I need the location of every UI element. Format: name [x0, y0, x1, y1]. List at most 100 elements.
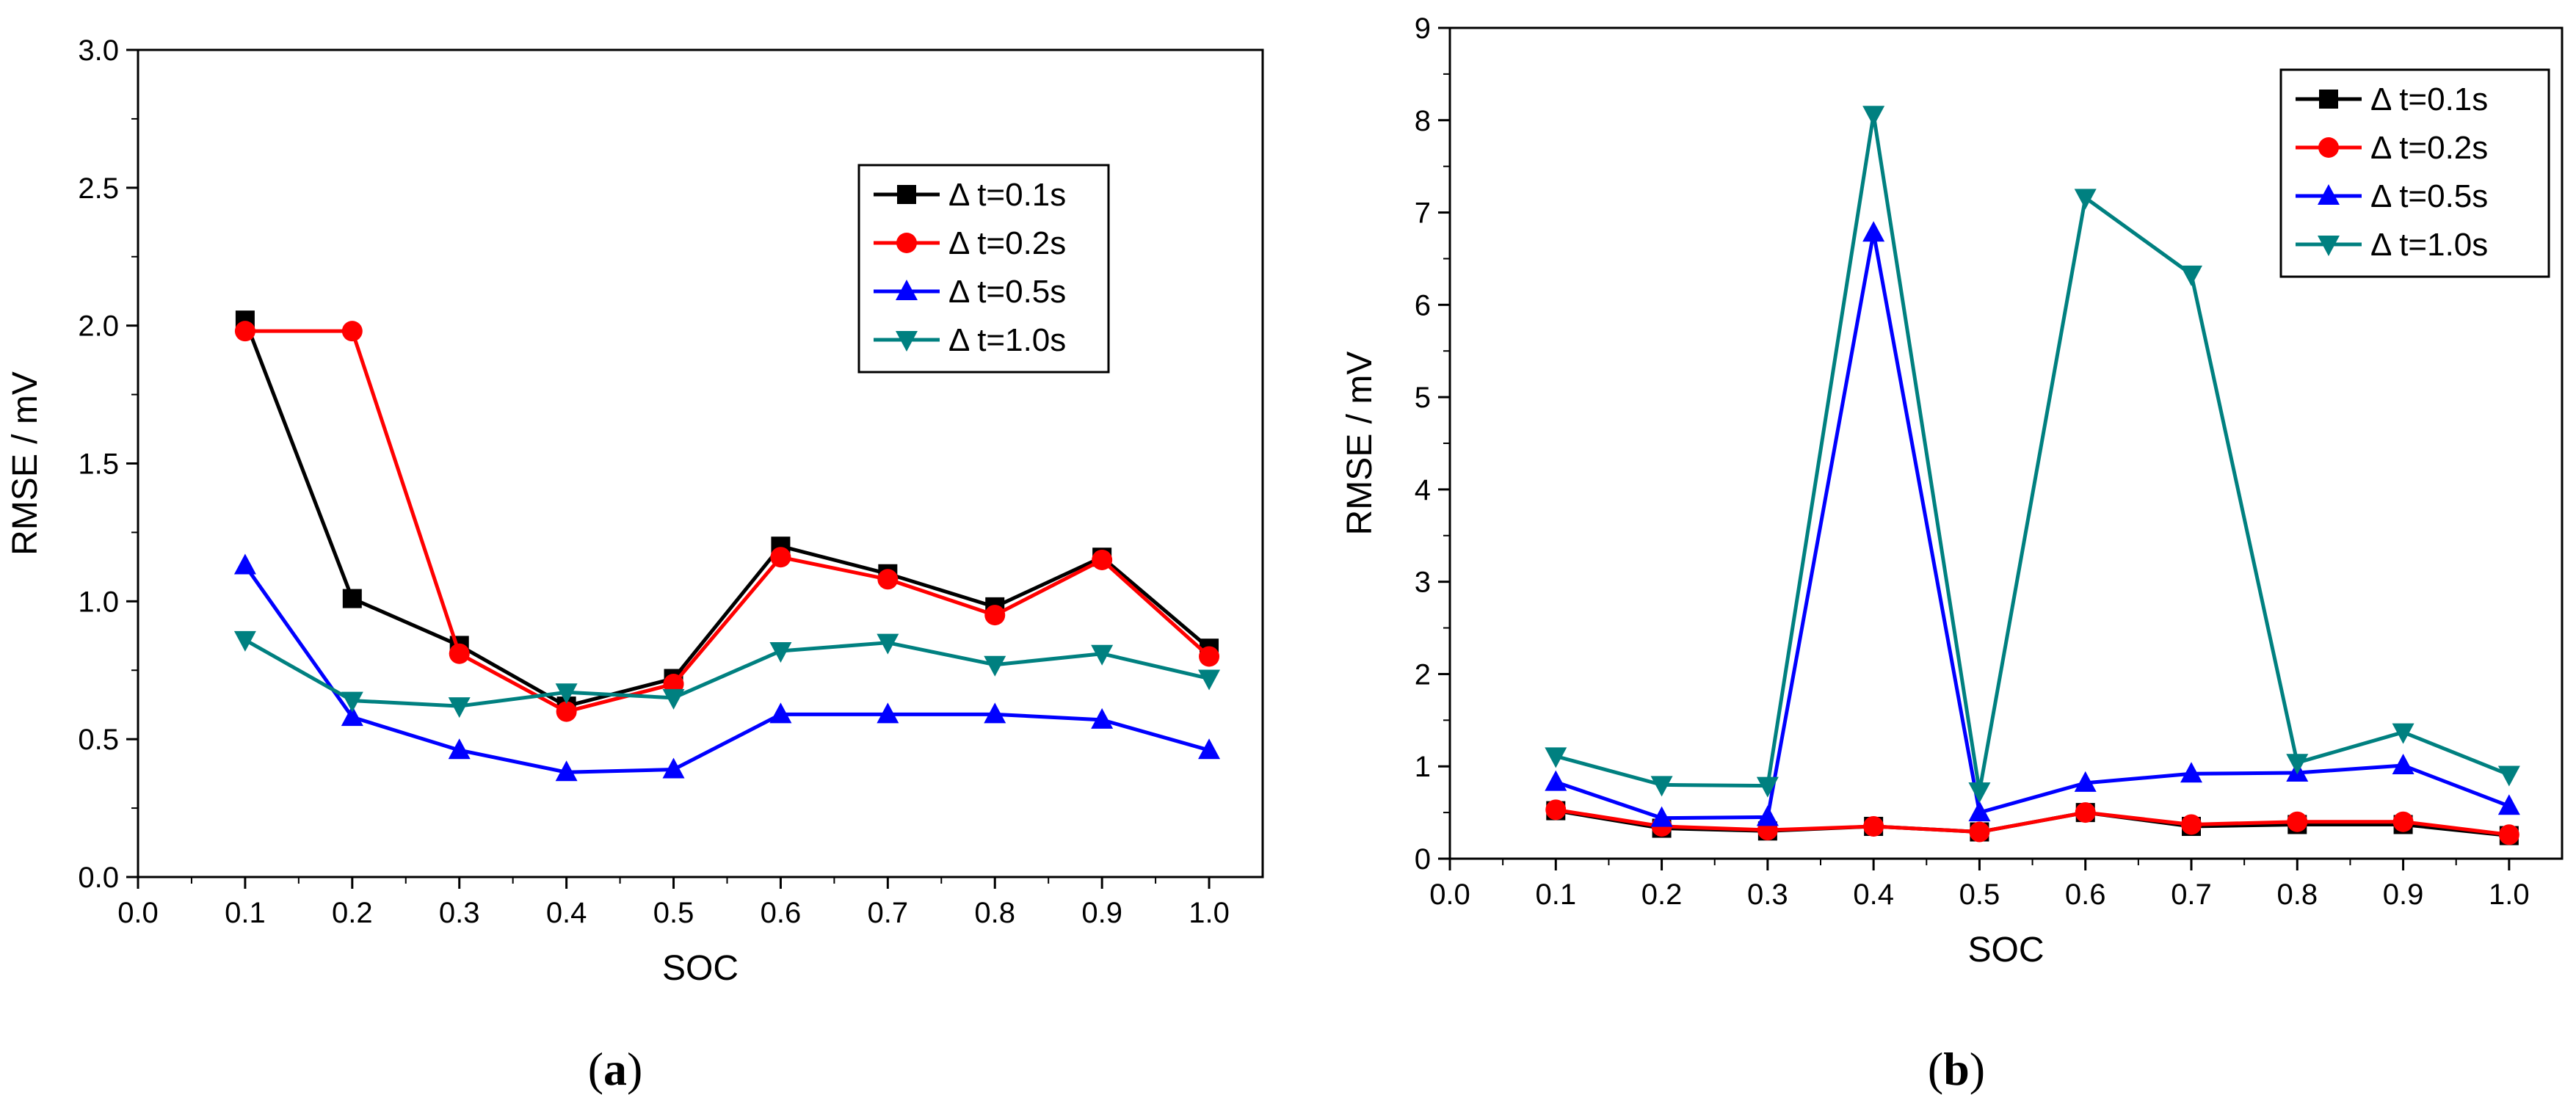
data-point-series-2	[1969, 821, 1990, 843]
data-point-series-3	[1650, 806, 1673, 827]
legend-entry-1: Δ t=0.1s	[948, 177, 1066, 213]
x-tick-label: 0.6	[761, 897, 802, 929]
data-point-series-4	[769, 641, 792, 663]
data-point-series-4	[341, 691, 363, 713]
x-tick-label: 0.3	[1747, 878, 1788, 911]
data-point-series-4	[1091, 644, 1114, 666]
legend-entry-3: Δ t=0.5s	[948, 274, 1066, 310]
data-point-series-4	[1862, 106, 1885, 127]
legend-swatch-marker-1	[2319, 90, 2338, 109]
y-tick-label: 7	[1415, 197, 1431, 230]
data-point-series-3	[2497, 794, 2520, 815]
data-point-series-3	[1756, 805, 1779, 826]
x-tick-label: 1.0	[1189, 897, 1230, 929]
data-point-series-4	[2392, 723, 2414, 744]
x-tick-label: 0.3	[439, 897, 480, 929]
data-point-series-1	[342, 589, 362, 608]
data-point-series-2	[2287, 811, 2308, 832]
data-point-series-3	[1968, 801, 1991, 822]
legend-entry-4: Δ t=1.0s	[2370, 227, 2488, 263]
data-point-series-4	[1650, 776, 1673, 797]
data-point-series-4	[555, 683, 578, 705]
x-tick-label: 0.1	[225, 897, 266, 929]
panel-a: 0.0 0.1 0.2 0.3 0.4 0.5 0.6 0.7 0.8 0.9 1.0 0.0 0.5 1…	[6, 34, 1264, 1095]
y-tick-label: 2	[1415, 658, 1431, 691]
data-point-series-2	[2075, 802, 2096, 823]
panel-label: (b)	[1928, 1043, 1985, 1095]
legend-entry-2: Δ t=0.2s	[2370, 130, 2488, 166]
data-point-series-3	[2180, 762, 2202, 783]
y-tick-label: 2.0	[78, 310, 119, 343]
data-point-series-4	[448, 697, 471, 719]
data-point-series-4	[1198, 669, 1221, 691]
x-tick-label: 0.4	[546, 897, 587, 929]
y-tick-label: 5	[1415, 382, 1431, 414]
y-tick-label: 2.5	[78, 172, 119, 205]
x-tick-label: 0.7	[868, 897, 909, 929]
data-point-series-3	[2392, 753, 2414, 774]
data-point-series-2	[234, 321, 255, 342]
series-line-2	[1555, 807, 2510, 837]
data-point-series-3	[1198, 738, 1221, 760]
data-point-series-3	[1862, 221, 1885, 242]
data-point-series-3	[448, 738, 471, 760]
data-point-series-3	[984, 702, 1006, 724]
x-tick-label: 1.0	[2489, 878, 2530, 911]
x-tick-label: 0.0	[1429, 878, 1470, 911]
panel-letter: a	[603, 1043, 627, 1095]
data-point-series-2	[877, 569, 899, 590]
data-point-series-2	[770, 547, 791, 568]
series-line-3	[243, 564, 1210, 774]
x-tick-label: 0.4	[1853, 878, 1894, 911]
series-line-4	[1555, 112, 2510, 793]
y-tick-label: 1	[1415, 751, 1431, 783]
legend-entry-1: Δ t=0.1s	[2370, 81, 2488, 117]
panel-letter: b	[1943, 1043, 1970, 1095]
y-tick-label: 1.5	[78, 448, 119, 481]
legend-entry-4: Δ t=1.0s	[948, 322, 1066, 358]
x-tick-label: 0.2	[1641, 878, 1683, 911]
x-tick-label: 0.7	[2171, 878, 2212, 911]
y-tick-label: 4	[1415, 474, 1431, 506]
data-point-series-4	[2286, 754, 2309, 775]
data-point-series-4	[662, 688, 685, 710]
series-line-2	[244, 329, 1211, 714]
data-point-series-4	[1545, 747, 1567, 768]
x-axis-title: SOC	[662, 949, 739, 988]
y-tick-label: 1.0	[78, 586, 119, 618]
legend-entry-3: Δ t=0.5s	[2370, 178, 2488, 214]
data-point-series-4	[1968, 782, 1991, 804]
x-tick-label: 0.6	[2065, 878, 2106, 911]
data-point-series-2	[2181, 814, 2202, 835]
data-point-series-3	[555, 760, 578, 782]
legend-entry-2: Δ t=0.2s	[948, 225, 1066, 261]
series-line-4	[244, 638, 1210, 708]
legend-swatch-marker-3	[2318, 184, 2340, 205]
panel-label: (a)	[588, 1043, 643, 1095]
data-point-series-2	[449, 643, 470, 664]
x-tick-label: 0.5	[653, 897, 694, 929]
x-tick-label: 0.8	[974, 897, 1015, 929]
series-line-3	[1555, 230, 2510, 821]
data-point-series-2	[1545, 799, 1567, 821]
data-point-series-4	[2180, 265, 2202, 286]
x-axis-title: SOC	[1967, 931, 2044, 970]
x-tick-label: 0.8	[2276, 878, 2318, 911]
legend-swatch-marker-4	[896, 331, 918, 352]
y-tick-label: 3.0	[78, 34, 119, 67]
x-tick-label: 0.9	[2383, 878, 2424, 911]
x-tick-label: 0.9	[1081, 897, 1122, 929]
data-point-series-2	[341, 321, 363, 342]
data-point-series-3	[769, 702, 792, 724]
legend-swatch-marker-2	[2318, 137, 2339, 158]
data-point-series-3	[1545, 770, 1567, 791]
data-point-series-2	[556, 701, 577, 722]
data-point-series-2	[1092, 549, 1113, 570]
x-tick-label: 0.0	[117, 897, 159, 929]
data-point-series-4	[1756, 776, 1779, 798]
x-tick-label: 0.5	[1959, 878, 2000, 911]
data-point-series-4	[2497, 765, 2520, 787]
data-point-series-2	[2392, 811, 2414, 832]
data-point-series-3	[2074, 771, 2097, 792]
